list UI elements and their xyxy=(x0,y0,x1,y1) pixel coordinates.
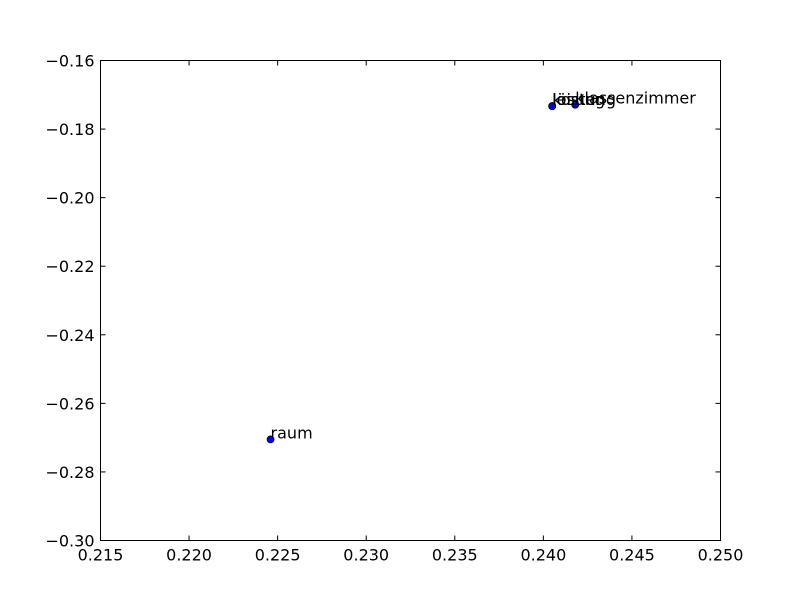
y-tick-label: −0.16 xyxy=(45,52,94,71)
x-tick-label: 0.225 xyxy=(255,546,301,565)
y-tick-label: −0.30 xyxy=(45,532,94,551)
axis-ticks: 0.215 0.220 0.225 0.230 0.235 0.240 0.245 0.250… xyxy=(45,52,743,565)
x-tick-label: 0.235 xyxy=(432,546,478,565)
data-point xyxy=(571,100,580,109)
y-tick-label: −0.18 xyxy=(45,120,94,139)
x-tick-label: 0.240 xyxy=(520,546,566,565)
x-tick-label: 0.245 xyxy=(609,546,655,565)
point-label: kosten xyxy=(552,90,605,109)
x-tick-label: 0.220 xyxy=(166,546,212,565)
point-label: lösung xyxy=(552,90,605,109)
plot-area-frame xyxy=(100,60,721,541)
point-label: klassenzimmer xyxy=(575,89,696,108)
data-point xyxy=(548,102,557,110)
x-tick-label: 0.215 xyxy=(78,546,124,565)
data-point xyxy=(266,435,275,444)
x-tick-label: 0.250 xyxy=(698,546,744,565)
point-label: raum xyxy=(271,423,313,442)
x-tick-label: 0.230 xyxy=(343,546,389,565)
point-label: leistung xyxy=(552,90,616,109)
y-tick-label: −0.20 xyxy=(45,189,94,208)
y-tick-label: −0.24 xyxy=(45,326,94,345)
y-tick-label: −0.22 xyxy=(45,257,94,276)
y-tick-label: −0.26 xyxy=(45,394,94,413)
data-points xyxy=(266,100,580,444)
y-tick-label: −0.28 xyxy=(45,463,94,482)
